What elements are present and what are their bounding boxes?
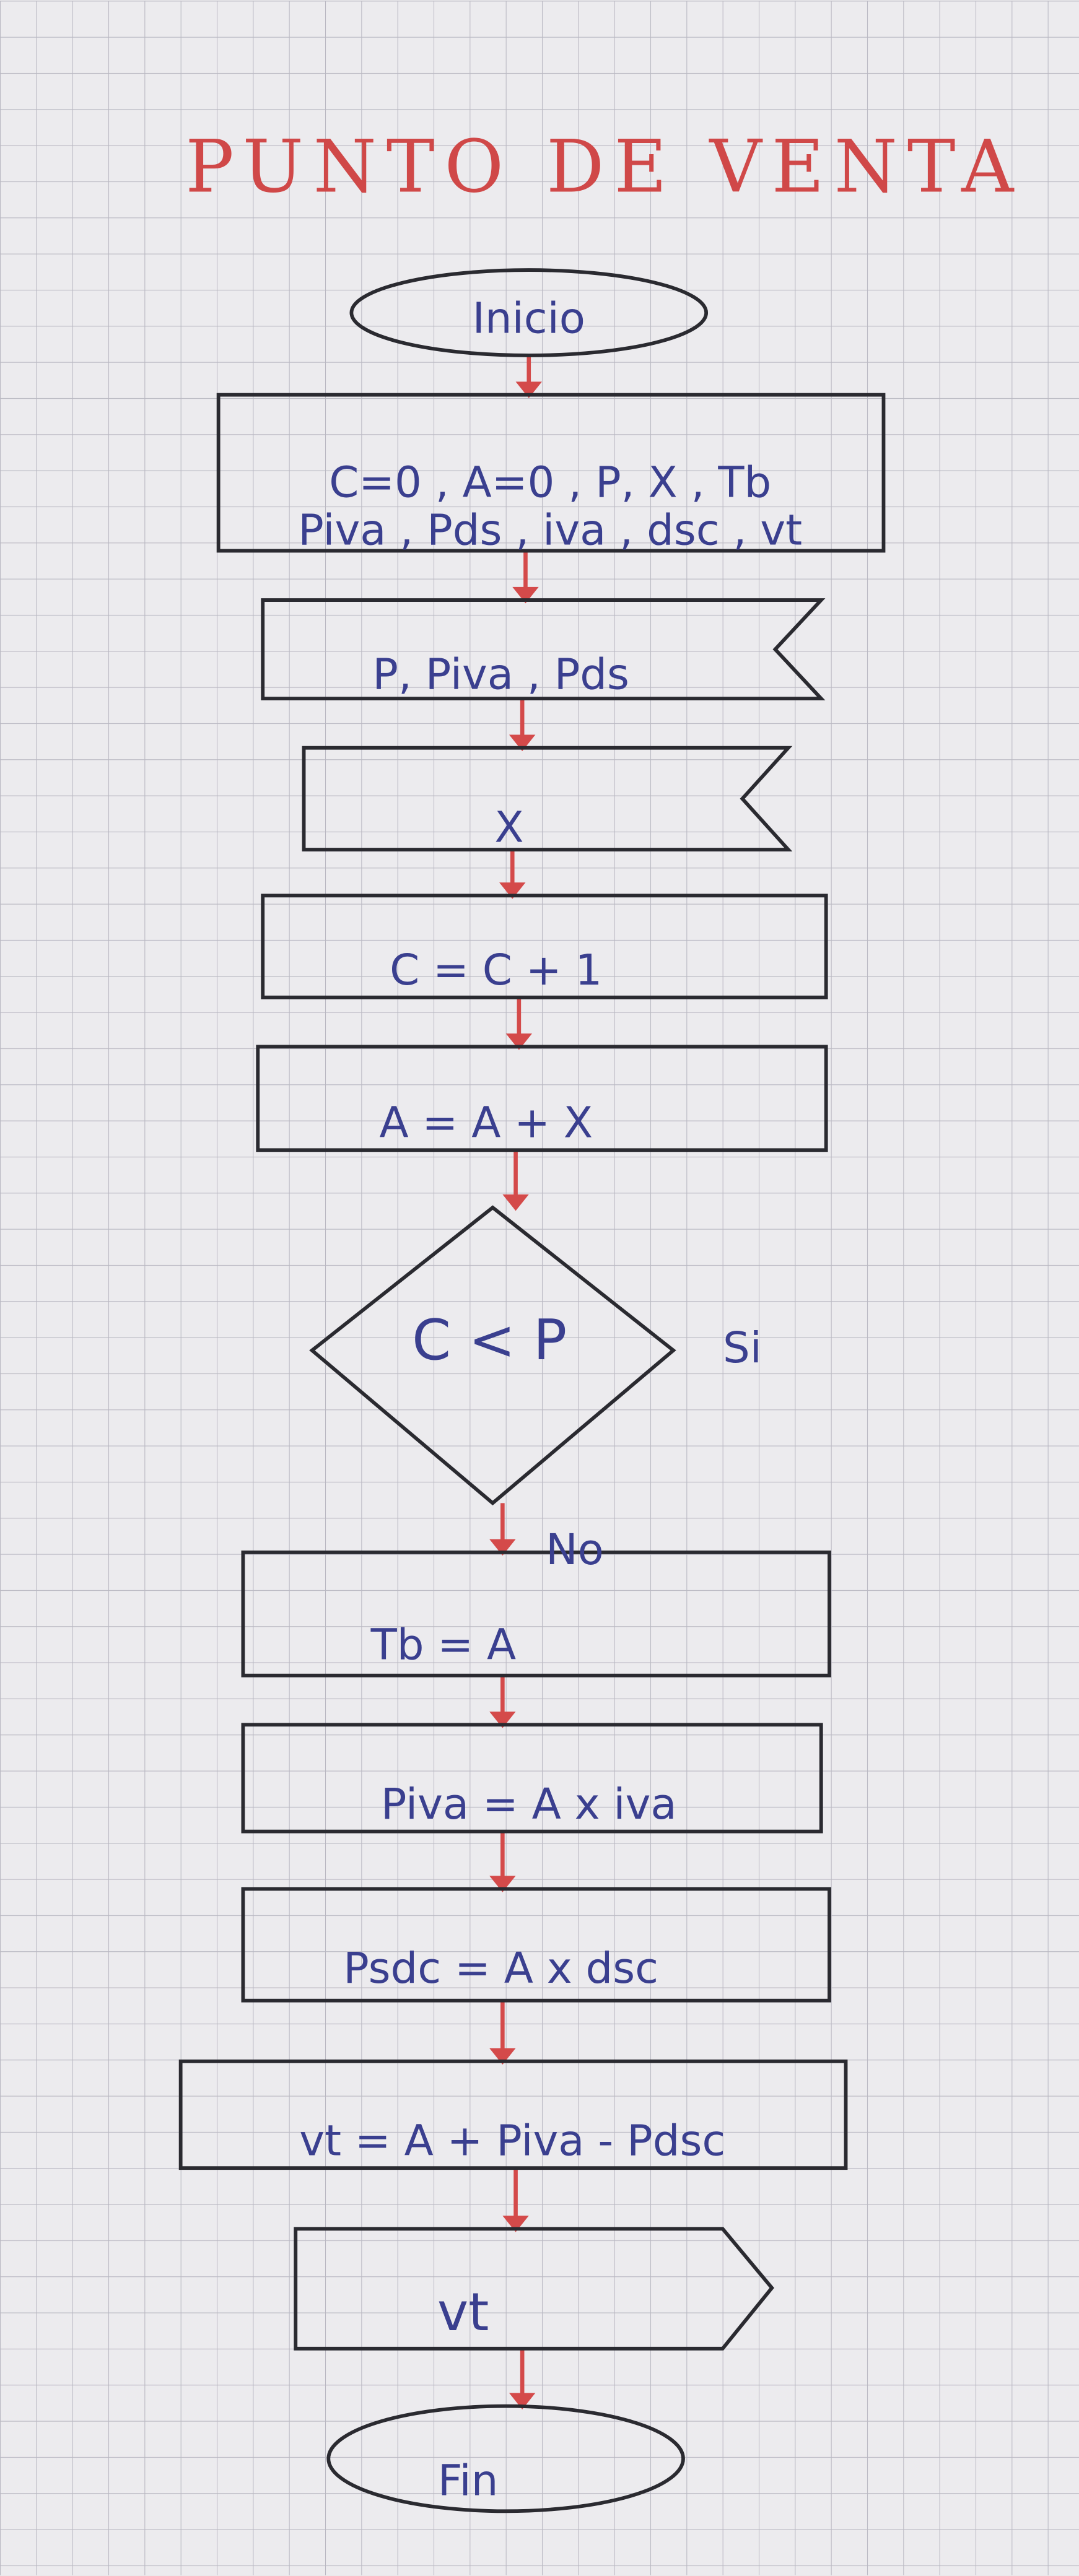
process-box (216, 393, 886, 553)
node-label: C=0 , A=0 , P, X , Tb (329, 458, 771, 507)
input-shape (261, 598, 826, 701)
node-label: Fin (438, 2456, 498, 2505)
node-label: A = A + X (379, 1099, 593, 1148)
node-label: P, Piva , Pds (372, 650, 629, 700)
node-label: Piva , Pds , iva , dsc , vt (298, 505, 802, 555)
process-box (241, 1550, 831, 1677)
node-label: C < P (412, 1308, 567, 1373)
edge-label: Si (723, 1323, 762, 1373)
title: PUNTO DE VENTA (185, 125, 1023, 209)
process-box (241, 1887, 831, 2003)
end-oval (326, 2404, 685, 2513)
input-shape (302, 746, 793, 851)
output-shape (294, 2227, 774, 2351)
start-oval (349, 268, 709, 357)
node-label: Psdc = A x dsc (343, 1944, 658, 1993)
node-label: Piva = A x iva (381, 1780, 677, 1829)
node-label: C = C + 1 (390, 946, 602, 995)
process-box (261, 894, 828, 999)
process-box (256, 1045, 828, 1152)
node-label: Tb = A (370, 1621, 517, 1670)
node-label: vt (437, 2282, 489, 2343)
process-box (241, 1723, 823, 1834)
node-label: X (494, 803, 523, 852)
process-box (178, 2059, 848, 2170)
arrows (489, 354, 542, 2409)
node-label: Inicio (473, 294, 585, 343)
node-label: vt = A + Piva - Pdsc (299, 2116, 725, 2165)
decision-diamond (309, 1205, 676, 1506)
edge-label: No (546, 1525, 604, 1575)
